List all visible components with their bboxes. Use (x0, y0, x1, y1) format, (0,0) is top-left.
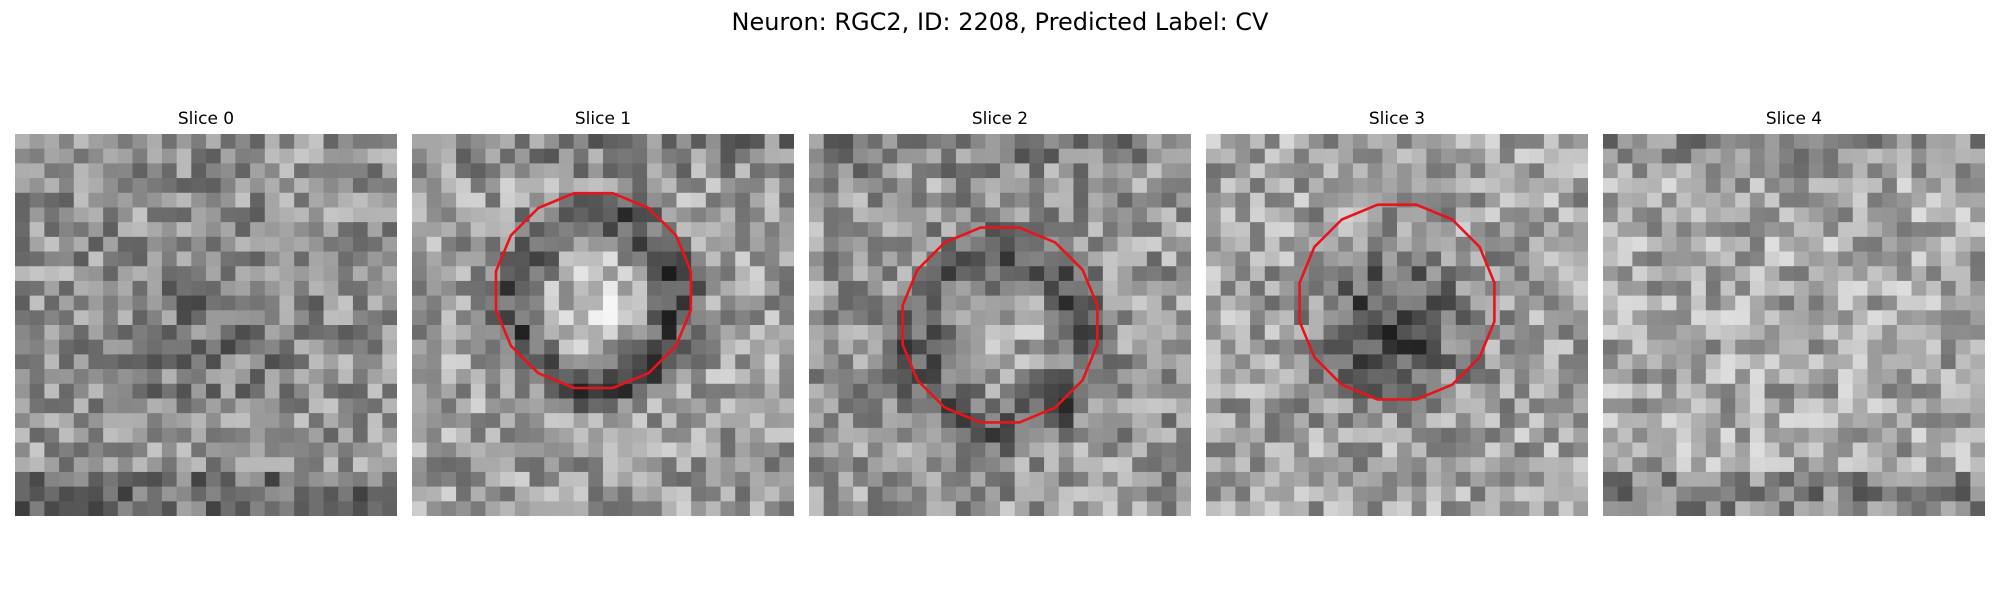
slice-3-contour (1298, 203, 1496, 401)
slice-0-title: Slice 0 (177, 109, 235, 129)
slice-2-grayscale-grid (809, 134, 1191, 516)
slice-4-title: Slice 4 (1765, 109, 1823, 129)
slice-1-contour (494, 191, 693, 390)
slice-0-grayscale-grid (15, 134, 397, 516)
slice-3-image (1206, 134, 1588, 516)
slice-2-image (809, 134, 1191, 516)
slice-3-grayscale-grid (1206, 134, 1588, 516)
slice-3-title: Slice 3 (1368, 109, 1426, 129)
slice-2-contour (901, 226, 1099, 424)
slice-2-title: Slice 2 (971, 109, 1029, 129)
slice-4-image (1603, 134, 1985, 516)
slice-0-image (15, 134, 397, 516)
slice-1-title: Slice 1 (574, 109, 632, 129)
slice-1-grayscale-grid (412, 134, 794, 516)
slice-1-image (412, 134, 794, 516)
figure-title: Neuron: RGC2, ID: 2208, Predicted Label:… (731, 8, 1269, 36)
slice-4-grayscale-grid (1603, 134, 1985, 516)
